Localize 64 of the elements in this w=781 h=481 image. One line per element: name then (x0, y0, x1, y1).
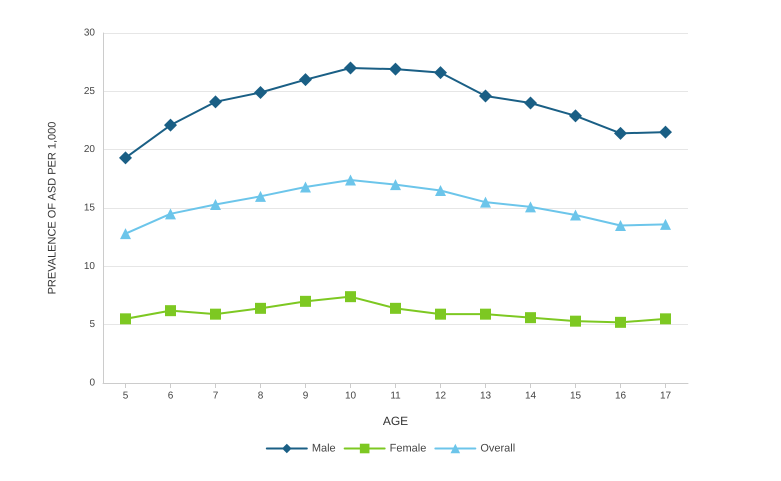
x-tick-label: 11 (390, 390, 402, 402)
point (165, 305, 176, 316)
point (660, 218, 671, 230)
point (345, 291, 356, 302)
x-tick-label: 16 (614, 390, 626, 402)
x-tick-label: 10 (344, 390, 356, 402)
legend-label: Female (390, 442, 426, 454)
y-tick-label: 0 (89, 378, 96, 388)
point (254, 86, 267, 99)
point (344, 62, 357, 74)
point (570, 210, 581, 220)
point (480, 196, 491, 208)
y-tick-label: 15 (84, 202, 96, 214)
x-tick-label: 13 (480, 390, 492, 402)
point (345, 174, 356, 186)
y-tick-label: 30 (84, 28, 96, 38)
x-tick-label: 5 (122, 390, 129, 402)
point (209, 95, 222, 108)
point (210, 199, 221, 210)
x-tick-label: 12 (434, 390, 446, 402)
point (210, 308, 221, 320)
x-tick-label: 17 (660, 390, 672, 402)
y-tick-label: 25 (84, 86, 96, 97)
x-tick-label: 9 (302, 390, 309, 402)
point (255, 190, 266, 202)
point (570, 316, 581, 327)
point (525, 201, 536, 212)
x-tick-label: 15 (570, 390, 582, 402)
legend-label: Male (312, 442, 336, 454)
x-tick-label: 8 (258, 390, 264, 402)
point (164, 118, 177, 132)
point (390, 179, 401, 190)
x-tick-label: 7 (212, 390, 219, 402)
point (390, 302, 401, 314)
x-axis-title: AGE (382, 414, 408, 428)
point (614, 126, 627, 140)
point (165, 208, 176, 220)
y-tick-label: 20 (84, 144, 96, 156)
point (435, 308, 446, 320)
point (119, 151, 132, 164)
point (299, 73, 312, 86)
point (524, 96, 537, 110)
point (435, 185, 446, 196)
point (479, 90, 492, 102)
point (569, 109, 582, 122)
point (389, 62, 402, 76)
point (434, 66, 447, 80)
x-tick-label: 6 (168, 390, 174, 402)
point (300, 296, 311, 307)
point (480, 308, 491, 320)
y-axis-title: PREVALENCE OF ASD PER 1,000 (46, 122, 58, 294)
point (120, 228, 131, 240)
y-tick-label: 5 (89, 319, 96, 330)
point (615, 316, 626, 328)
point (120, 313, 131, 324)
point (300, 182, 311, 192)
point (525, 312, 536, 324)
y-tick-label: 10 (84, 260, 96, 272)
point (660, 313, 671, 324)
point (255, 302, 266, 314)
x-tick-label: 14 (524, 390, 536, 402)
point (659, 126, 672, 139)
point (615, 220, 626, 231)
legend-label: Overall (480, 442, 516, 454)
